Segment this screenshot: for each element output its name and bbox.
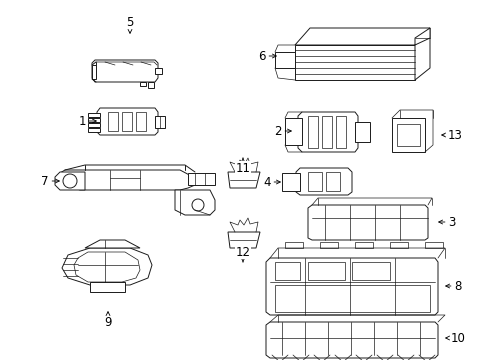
Polygon shape xyxy=(227,172,260,188)
Text: 11: 11 xyxy=(235,158,250,175)
Polygon shape xyxy=(92,60,158,82)
Polygon shape xyxy=(307,116,317,148)
Polygon shape xyxy=(354,242,372,248)
Polygon shape xyxy=(74,252,140,282)
Polygon shape xyxy=(414,28,429,80)
Polygon shape xyxy=(136,112,146,131)
Polygon shape xyxy=(92,65,96,79)
Polygon shape xyxy=(175,190,215,215)
Polygon shape xyxy=(307,172,321,191)
Polygon shape xyxy=(88,118,100,122)
Polygon shape xyxy=(85,240,140,248)
Polygon shape xyxy=(155,68,162,74)
Polygon shape xyxy=(285,242,303,248)
Text: 7: 7 xyxy=(41,175,59,188)
Polygon shape xyxy=(282,173,299,191)
Polygon shape xyxy=(88,113,100,117)
Text: 12: 12 xyxy=(235,246,250,262)
Text: 9: 9 xyxy=(104,312,112,329)
Polygon shape xyxy=(351,262,389,280)
Polygon shape xyxy=(274,52,294,68)
Polygon shape xyxy=(187,173,215,185)
Text: 4: 4 xyxy=(263,176,280,189)
Polygon shape xyxy=(391,118,424,152)
Polygon shape xyxy=(325,172,339,191)
Polygon shape xyxy=(274,285,429,312)
Text: 1: 1 xyxy=(78,114,96,127)
Text: 10: 10 xyxy=(445,332,465,345)
Polygon shape xyxy=(414,28,429,45)
Polygon shape xyxy=(354,122,369,142)
Polygon shape xyxy=(55,172,85,190)
Polygon shape xyxy=(265,322,437,358)
Polygon shape xyxy=(58,170,195,190)
Polygon shape xyxy=(148,82,154,88)
Polygon shape xyxy=(285,118,302,145)
Text: 6: 6 xyxy=(258,50,276,63)
Polygon shape xyxy=(274,262,299,280)
Text: 2: 2 xyxy=(274,125,291,138)
Polygon shape xyxy=(307,205,427,240)
Polygon shape xyxy=(396,124,419,146)
Polygon shape xyxy=(295,168,351,195)
Polygon shape xyxy=(424,242,442,248)
Polygon shape xyxy=(155,116,164,128)
Polygon shape xyxy=(88,123,100,127)
Polygon shape xyxy=(307,262,345,280)
Text: 8: 8 xyxy=(445,279,461,292)
Polygon shape xyxy=(122,112,132,131)
Text: 3: 3 xyxy=(438,216,455,229)
Polygon shape xyxy=(140,82,146,86)
Polygon shape xyxy=(108,112,118,131)
Polygon shape xyxy=(294,28,429,45)
Polygon shape xyxy=(265,258,437,315)
Polygon shape xyxy=(297,112,357,152)
Text: 13: 13 xyxy=(441,129,462,141)
Polygon shape xyxy=(294,45,414,80)
Text: 5: 5 xyxy=(126,15,133,33)
Polygon shape xyxy=(321,116,331,148)
Polygon shape xyxy=(335,116,346,148)
Polygon shape xyxy=(97,108,158,135)
Polygon shape xyxy=(62,248,152,285)
Polygon shape xyxy=(227,232,260,248)
Polygon shape xyxy=(389,242,407,248)
Polygon shape xyxy=(88,128,100,132)
Polygon shape xyxy=(319,242,337,248)
Polygon shape xyxy=(90,282,125,292)
